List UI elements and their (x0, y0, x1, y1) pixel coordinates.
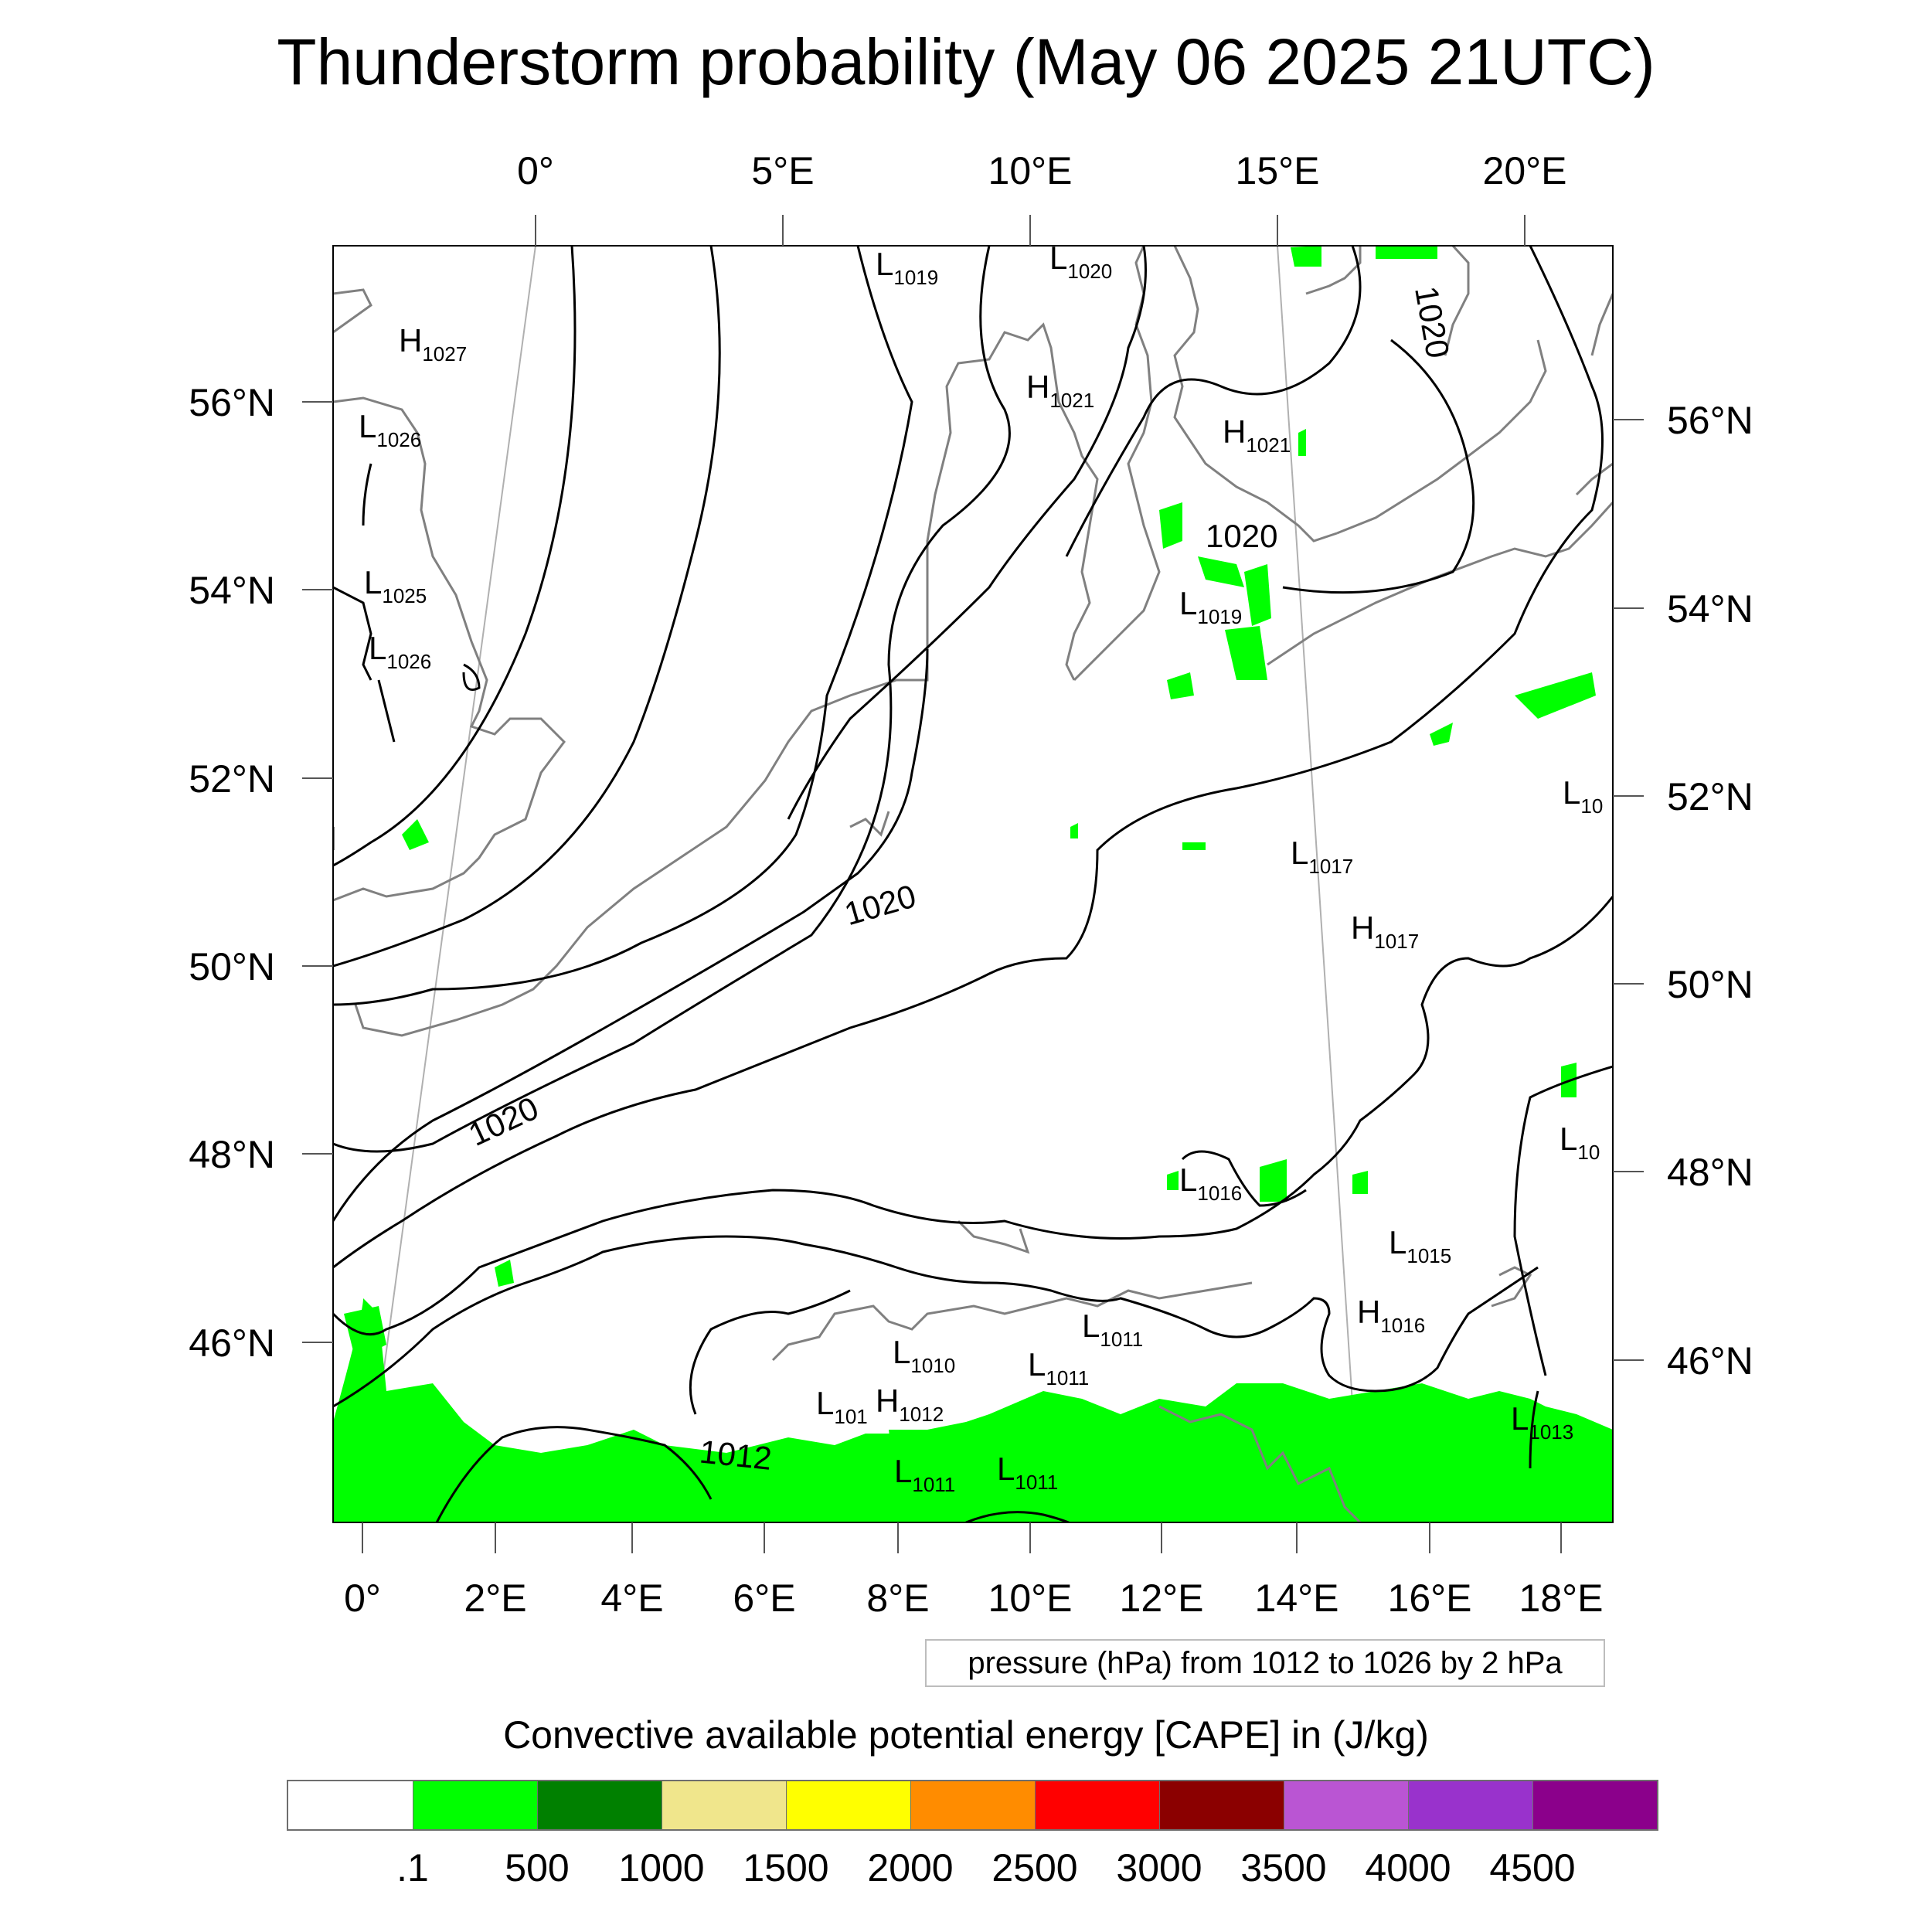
pressure-center-low: L1017 (1291, 835, 1353, 878)
pressure-center-high: H1021 (1026, 369, 1094, 412)
left-lat-label: 46°N (189, 1321, 275, 1365)
right-lat-label: 56°N (1667, 399, 1753, 442)
colorbar-swatch (786, 1781, 910, 1829)
chart-title: Thunderstorm probability (May 06 2025 21… (277, 26, 1655, 98)
pressure-center-low: L1020 (1049, 240, 1112, 283)
top-lon-label: 0° (517, 149, 554, 192)
pressure-center-high: H1027 (399, 322, 467, 366)
pressure-center-low: L10 (1560, 1121, 1600, 1164)
bottom-lon-label: 4°E (600, 1577, 663, 1620)
colorbar-swatch (1159, 1781, 1284, 1829)
pressure-center-low: L1011 (1082, 1308, 1143, 1351)
left-lat-label: 54°N (189, 569, 275, 612)
right-lat-label: 48°N (1667, 1151, 1753, 1194)
pressure-center-low: L1016 (1179, 1162, 1242, 1205)
colorbar-tick-label: 2000 (867, 1846, 954, 1889)
bottom-lon-label: 10°E (988, 1577, 1073, 1620)
bottom-lon-label: 18°E (1519, 1577, 1604, 1620)
isobar-label: 1020 (1408, 284, 1457, 361)
bottom-lon-label: 12°E (1120, 1577, 1204, 1620)
colorbar-swatch (662, 1781, 786, 1829)
colorbar-swatch (413, 1781, 537, 1829)
top-lon-label: 10°E (988, 149, 1073, 192)
bottom-lon-label: 2°E (464, 1577, 526, 1620)
pressure-center-low: L10 (1563, 774, 1603, 818)
plot-frame (332, 245, 1614, 1523)
pressure-contour-note: pressure (hPa) from 1012 to 1026 by 2 hP… (925, 1639, 1605, 1687)
colorbar-tick-label: .1 (396, 1846, 429, 1889)
pressure-center-low: L1026 (359, 408, 421, 451)
colorbar-tick-label: 4000 (1365, 1846, 1451, 1889)
tick-marks (302, 215, 1644, 1553)
colorbar-swatch (1408, 1781, 1532, 1829)
top-lon-label: 15°E (1236, 149, 1320, 192)
isobar-label: 1020 (1206, 518, 1277, 554)
bottom-lon-label: 6°E (733, 1577, 795, 1620)
pressure-center-high: H1017 (1351, 910, 1419, 953)
colorbar-tick-label: 2500 (992, 1846, 1078, 1889)
pressure-center-low: L1019 (1179, 585, 1242, 628)
colorbar-tick-label: 3500 (1240, 1846, 1327, 1889)
pressure-center-high: H1016 (1357, 1294, 1425, 1337)
pressure-center-high: H1012 (876, 1383, 944, 1426)
colorbar (287, 1780, 1658, 1831)
colorbar-tick-label: 4500 (1489, 1846, 1576, 1889)
colorbar-tick-label: 3000 (1116, 1846, 1202, 1889)
colorbar-tick-label: 1500 (743, 1846, 829, 1889)
bottom-lon-label: 8°E (866, 1577, 929, 1620)
isobar-label: 1020 (841, 877, 920, 932)
left-lat-label: 56°N (189, 381, 275, 424)
pressure-center-low: L1025 (364, 564, 427, 607)
pressure-center-low: L1013 (1511, 1400, 1573, 1444)
pressure-center-low: L1011 (997, 1451, 1058, 1494)
colorbar-swatch (537, 1781, 662, 1829)
left-lat-label: 50°N (189, 945, 275, 988)
bottom-lon-label: 14°E (1255, 1577, 1339, 1620)
right-lat-label: 50°N (1667, 963, 1753, 1006)
colorbar-title: Convective available potential energy [C… (503, 1713, 1429, 1757)
left-lat-label: 48°N (189, 1133, 275, 1176)
pressure-center-low: L1015 (1389, 1224, 1451, 1267)
pressure-centers: L1019 L1020 H1027 L1026 H1021 H1021 L1025 L1026… (359, 240, 1603, 1496)
colorbar-swatch (1532, 1781, 1657, 1829)
right-lat-label: 52°N (1667, 775, 1753, 818)
pressure-center-low: L1019 (876, 246, 938, 289)
bottom-lon-label: 0° (344, 1577, 381, 1620)
pressure-center-low: L1026 (369, 630, 431, 673)
colorbar-tick-label: 1000 (618, 1846, 705, 1889)
bottom-lon-label: 16°E (1388, 1577, 1472, 1620)
right-lat-label: 46°N (1667, 1339, 1753, 1383)
isobar-label: 1012 (698, 1433, 774, 1477)
pressure-center-low: L1010 (893, 1334, 955, 1377)
pressure-center-low: L1011 (1028, 1346, 1089, 1389)
isobars (333, 246, 1613, 1522)
right-lat-label: 54°N (1667, 587, 1753, 631)
colorbar-swatch (288, 1781, 413, 1829)
top-lon-label: 20°E (1483, 149, 1567, 192)
colorbar-tick-label: 500 (505, 1846, 570, 1889)
top-lon-label: 5°E (751, 149, 814, 192)
colorbar-swatch (1035, 1781, 1159, 1829)
colorbar-swatch (1284, 1781, 1408, 1829)
pressure-center-low: L101 (816, 1385, 868, 1428)
pressure-center-high: H1021 (1223, 413, 1291, 457)
pressure-center-low: L1011 (894, 1453, 955, 1496)
colorbar-swatch (910, 1781, 1035, 1829)
left-lat-label: 52°N (189, 757, 275, 801)
